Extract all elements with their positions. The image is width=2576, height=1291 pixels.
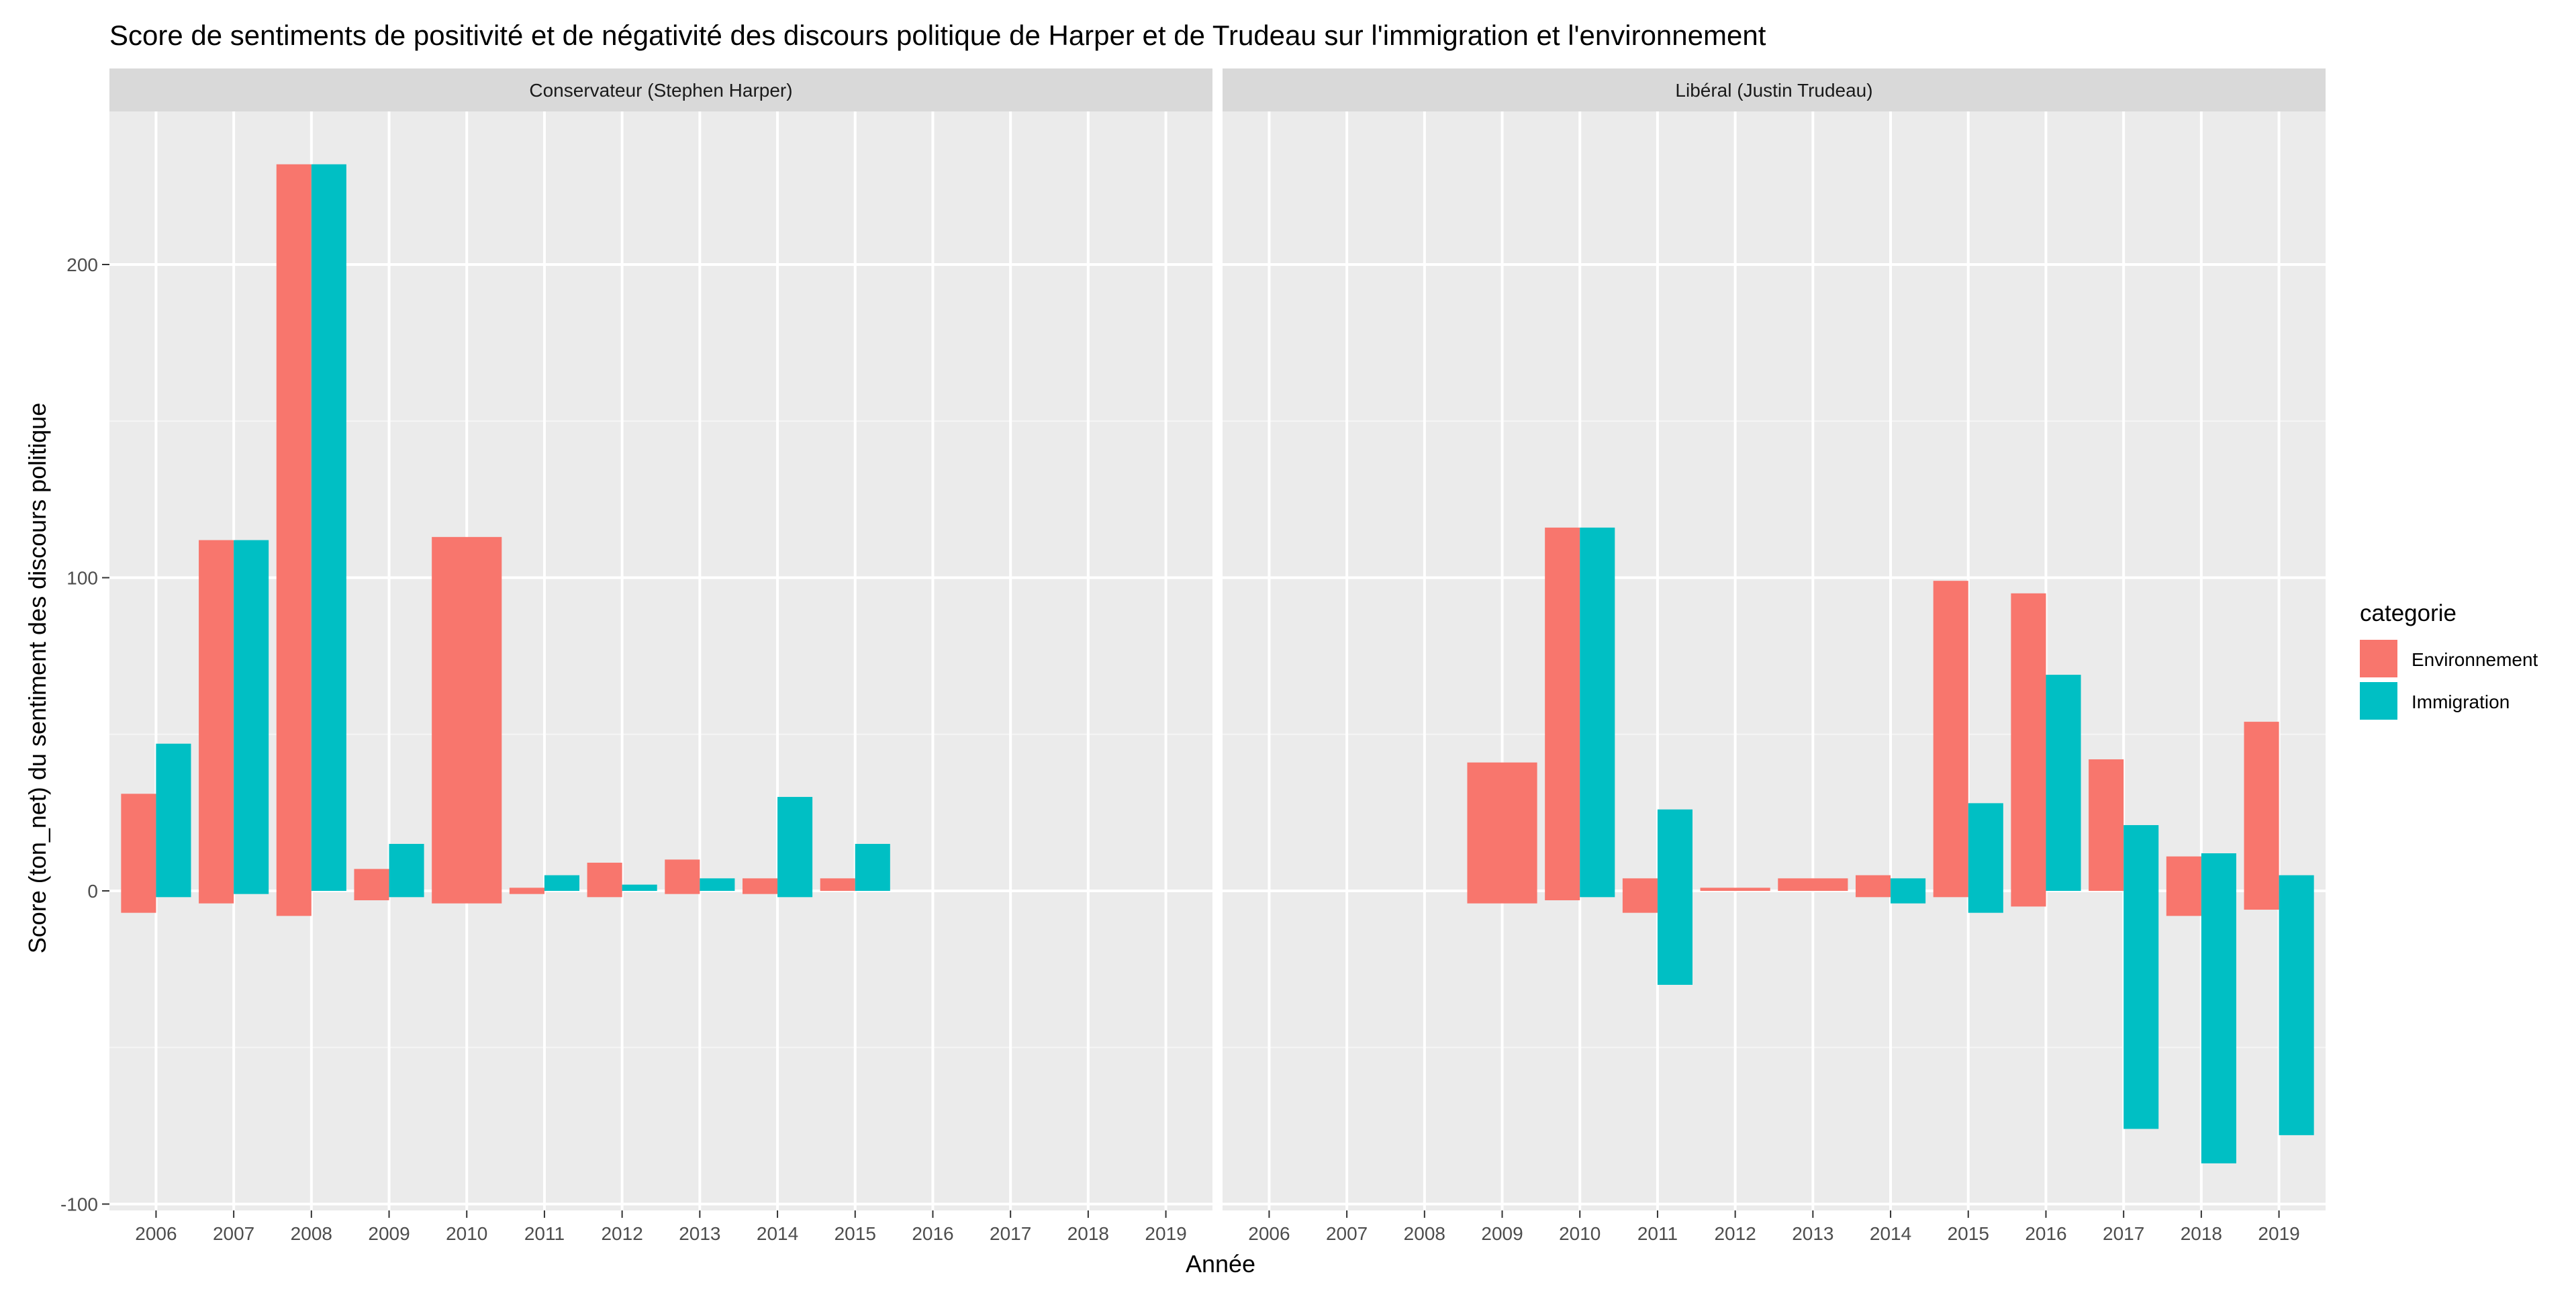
- x-tick-label: 2008: [291, 1223, 332, 1244]
- bar-environnement-2010: [1545, 527, 1580, 900]
- x-tick-label: 2011: [524, 1223, 565, 1244]
- bar-immigration-2015: [855, 844, 890, 891]
- bar-environnement-2012: [587, 863, 622, 898]
- bar-immigration-2012: [622, 884, 657, 891]
- x-tick-label: 2014: [757, 1223, 798, 1244]
- x-tick-label: 2012: [601, 1223, 642, 1244]
- bar-environnement-2016: [2011, 593, 2046, 907]
- bar-environnement-2019: [2244, 722, 2279, 910]
- x-axis-title: Année: [1186, 1250, 1255, 1278]
- y-tick-label: 0: [87, 881, 98, 902]
- x-tick-label: 2009: [368, 1223, 410, 1244]
- bar-environnement-2015: [1933, 581, 1968, 898]
- bar-environnement-2011: [1622, 878, 1658, 913]
- bar-immigration-2016: [2046, 675, 2081, 891]
- x-tick-label: 2007: [1326, 1223, 1368, 1244]
- x-tick-label: 2008: [1404, 1223, 1445, 1244]
- bar-immigration-2018: [2201, 853, 2236, 1163]
- x-tick-label: 2017: [2103, 1223, 2144, 1244]
- bar-immigration-2014: [1891, 878, 1926, 904]
- y-tick-label: -100: [60, 1194, 98, 1215]
- bar-immigration-2011: [1657, 809, 1693, 985]
- bar-environnement-2010: [432, 536, 502, 904]
- bar-immigration-2007: [234, 540, 269, 894]
- x-tick-label: 2019: [2258, 1223, 2299, 1244]
- bar-immigration-2015: [1968, 803, 2003, 913]
- bar-environnement-2009: [1467, 762, 1537, 904]
- panel-background: [1223, 111, 2326, 1210]
- x-tick-label: 2013: [1792, 1223, 1833, 1244]
- y-tick-label: 100: [66, 568, 98, 589]
- x-tick-label: 2018: [1067, 1223, 1109, 1244]
- bar-immigration-2006: [156, 743, 191, 898]
- bar-immigration-2013: [700, 878, 735, 891]
- x-tick-label: 2015: [1948, 1223, 1989, 1244]
- bar-immigration-2017: [2124, 825, 2159, 1129]
- facet-strip-label: Libéral (Justin Trudeau): [1675, 80, 1872, 101]
- legend-key-immigration: [2360, 682, 2397, 720]
- x-tick-label: 2006: [1248, 1223, 1290, 1244]
- facet-strip: [1223, 68, 2326, 111]
- legend: categorie Environnement Immigration: [2360, 600, 2538, 720]
- x-tick-label: 2016: [912, 1223, 953, 1244]
- bar-immigration-2019: [2279, 875, 2314, 1135]
- legend-title: categorie: [2360, 600, 2456, 626]
- bar-environnement-2009: [354, 869, 389, 900]
- bar-environnement-2015: [820, 878, 855, 891]
- x-tick-label: 2012: [1714, 1223, 1756, 1244]
- chart-title: Score de sentiments de positivité et de …: [109, 19, 1766, 51]
- x-tick-label: 2011: [1637, 1223, 1678, 1244]
- x-tick-label: 2010: [446, 1223, 487, 1244]
- bar-environnement-2007: [199, 540, 234, 904]
- x-tick-label: 2006: [135, 1223, 177, 1244]
- bar-environnement-2017: [2089, 759, 2124, 891]
- panel-trudeau: Libéral (Justin Trudeau) 2006 2007 2008 2009…: [1223, 68, 2326, 1244]
- bar-immigration-2011: [544, 875, 580, 891]
- x-tick-label: 2019: [1145, 1223, 1186, 1244]
- x-tick-label: 2015: [834, 1223, 876, 1244]
- bar-environnement-2006: [121, 794, 156, 913]
- bar-environnement-2013: [1778, 878, 1848, 891]
- bar-immigration-2014: [777, 797, 813, 898]
- bar-environnement-2018: [2166, 856, 2201, 916]
- bar-environnement-2012: [1700, 888, 1770, 891]
- x-tick-label: 2014: [1870, 1223, 1911, 1244]
- bar-immigration-2009: [389, 844, 424, 898]
- x-tick-label: 2018: [2181, 1223, 2222, 1244]
- panel-background: [109, 111, 1212, 1210]
- y-tick-label: 200: [66, 254, 98, 275]
- bar-environnement-2011: [509, 888, 544, 894]
- y-axis-title: Score (ton_net) du sentiment des discour…: [23, 403, 51, 953]
- facet-strip-label: Conservateur (Stephen Harper): [529, 80, 792, 101]
- bar-environnement-2008: [276, 164, 312, 916]
- x-tick-label: 2013: [679, 1223, 720, 1244]
- x-tick-label: 2007: [213, 1223, 254, 1244]
- legend-label-immigration: Immigration: [2412, 691, 2510, 712]
- bar-environnement-2013: [665, 859, 700, 894]
- x-tick-label: 2010: [1559, 1223, 1601, 1244]
- bar-immigration-2008: [311, 164, 346, 892]
- x-tick-label: 2009: [1481, 1223, 1523, 1244]
- panel-harper: Conservateur (Stephen Harper) 2006 2007 200…: [60, 68, 1212, 1244]
- x-tick-label: 2017: [990, 1223, 1031, 1244]
- bar-immigration-2010: [1580, 527, 1615, 898]
- facet-strip: [109, 68, 1212, 111]
- x-tick-label: 2016: [2025, 1223, 2066, 1244]
- bar-environnement-2014: [742, 878, 778, 894]
- legend-label-environnement: Environnement: [2412, 649, 2538, 670]
- bar-environnement-2014: [1855, 875, 1891, 898]
- legend-key-environnement: [2360, 640, 2397, 677]
